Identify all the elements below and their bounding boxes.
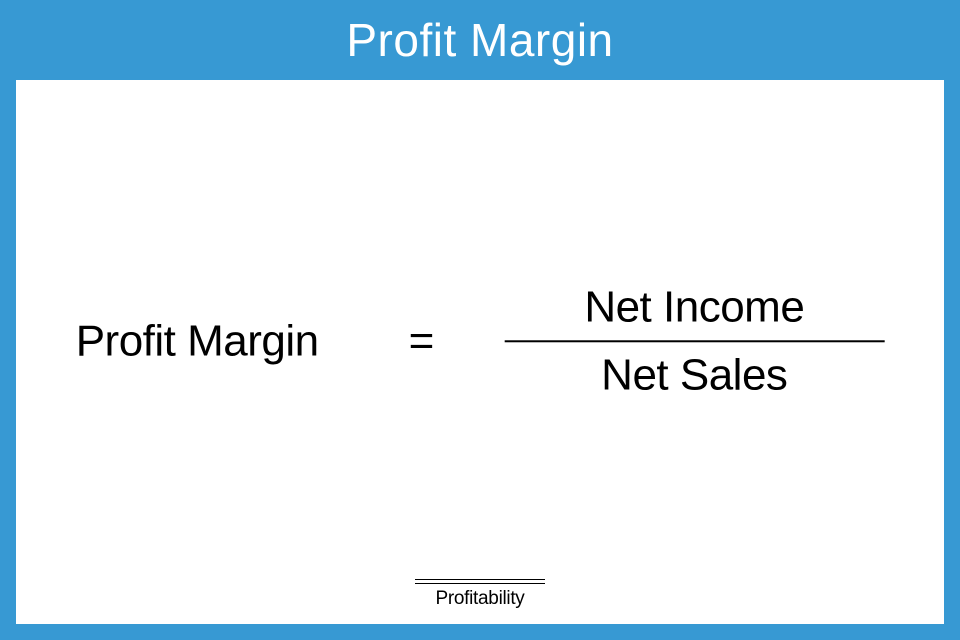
slide-header: Profit Margin bbox=[0, 0, 960, 80]
footer-label: Profitability bbox=[415, 588, 545, 610]
formula: Profit Margin = Net Income Net Sales bbox=[76, 274, 885, 408]
footer-rule bbox=[415, 579, 545, 585]
slide-footer: Profitability bbox=[415, 579, 545, 611]
formula-numerator: Net Income bbox=[584, 274, 804, 340]
footer-rule-top bbox=[415, 579, 545, 581]
formula-lhs: Profit Margin bbox=[76, 316, 319, 366]
formula-fraction: Net Income Net Sales bbox=[504, 274, 884, 408]
slide-content: Profit Margin = Net Income Net Sales Pro… bbox=[16, 80, 944, 624]
footer-rule-bottom bbox=[415, 583, 545, 584]
formula-equals: = bbox=[409, 316, 435, 366]
formula-denominator: Net Sales bbox=[601, 342, 787, 408]
slide-title: Profit Margin bbox=[346, 13, 613, 67]
slide-frame: Profit Margin Profit Margin = Net Income… bbox=[0, 0, 960, 640]
